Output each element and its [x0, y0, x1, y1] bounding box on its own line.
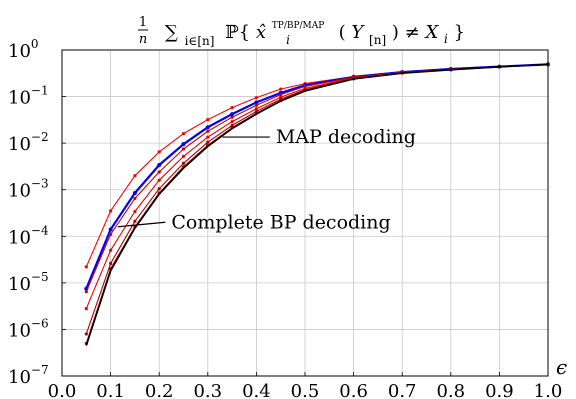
series-2-point: [157, 162, 162, 167]
y-axis: 100 10−1 10−2 10−3 10−4 10−5 10−6 10−7: [8, 37, 66, 388]
y-tick-label: 10−4: [8, 223, 49, 248]
annotations: MAP decoding Complete BP decoding: [117, 126, 416, 233]
y-tick-label: 10−2: [8, 130, 49, 155]
series-1-point: [181, 132, 186, 136]
series-4-point: [133, 209, 137, 214]
annotation-label-1: MAP decoding: [276, 126, 416, 148]
series-line-7: [85, 63, 549, 346]
series-3-point: [109, 232, 113, 236]
x-tick-label: 0.4: [242, 381, 271, 399]
series-5-point: [157, 187, 161, 191]
title-Ysub: [n]: [369, 33, 386, 47]
annotation-label-2: Complete BP decoding: [171, 211, 390, 233]
series-3-point: [206, 129, 210, 133]
x-tick-label: 0.7: [388, 381, 417, 399]
annotation-pointer-2: [117, 221, 166, 228]
series-3-point: [181, 147, 186, 151]
series-1-point: [279, 87, 283, 91]
y-tick-label: 10−3: [8, 177, 49, 202]
series-4-point: [157, 178, 161, 182]
series-1-point: [157, 150, 161, 154]
series-1-point: [254, 96, 258, 100]
title-sup: TP/BP/MAP: [272, 21, 325, 31]
series-3-point: [279, 93, 283, 97]
x-tick-label: 0.1: [96, 381, 125, 399]
series-2-point: [205, 125, 210, 130]
svg-text:∑ i∈[n] ℙ{: ∑ i∈[n] ℙ{ x̂ TP/BP/MAP i ( Y [n] ) ≠ X …: [165, 12, 465, 50]
series-4-point: [254, 107, 258, 111]
x-tick-label: 0.9: [485, 381, 514, 399]
series-2-point: [230, 112, 235, 117]
y-tick-label: 10−6: [8, 316, 49, 341]
series-2-point: [181, 142, 186, 147]
series-5-point: [181, 161, 186, 165]
series-1-point: [133, 174, 137, 178]
x-tick-label: 0.5: [291, 381, 320, 399]
title-end: }: [454, 22, 465, 43]
title-open: (: [339, 22, 346, 43]
series-layer: [84, 62, 550, 346]
chart-title: ∑ i∈[n] ℙ{ x̂ TP/BP/MAP i ( Y [n] ) ≠ X …: [138, 12, 465, 50]
title-sum-sub: i∈[n]: [185, 34, 215, 48]
series-5-point: [84, 332, 88, 336]
series-4-point: [84, 307, 88, 311]
x-tick-label: 0.2: [145, 381, 174, 399]
series-line-3: [85, 63, 549, 292]
series-4-point: [230, 120, 234, 124]
series-line-6: [85, 63, 549, 344]
series-1-point: [84, 265, 88, 269]
series-5-point: [133, 219, 137, 223]
title-xhat: x̂: [256, 22, 266, 43]
x-tick-label: 0.0: [48, 381, 77, 399]
x-tick-label: 1.0: [534, 381, 563, 399]
y-tick-label: 10−1: [8, 84, 49, 109]
series-4-point: [206, 135, 210, 139]
series-2-point: [254, 100, 259, 105]
x-tick-label: 0.6: [339, 381, 368, 399]
series-2-point: [132, 191, 137, 196]
series-5-point: [230, 123, 234, 128]
y-tick-label: 10−5: [8, 270, 49, 295]
title-frac-num: 1: [139, 15, 147, 30]
series-3-point: [254, 103, 258, 107]
series-4-point: [109, 248, 113, 252]
title-X: X: [423, 22, 439, 43]
title-Y: Y: [351, 22, 365, 43]
series-line-4: [85, 63, 549, 309]
title-prob: ℙ{: [225, 22, 250, 43]
series-3-point: [230, 115, 234, 119]
x-axis-label: ϵ: [556, 355, 567, 379]
series-3-point: [84, 289, 88, 294]
series-5-point: [206, 140, 210, 144]
y-tick-label: 100: [8, 37, 39, 62]
title-close: ) ≠: [392, 22, 426, 43]
x-tick-label: 0.3: [193, 381, 222, 399]
title-sum: ∑: [165, 22, 178, 43]
series-1-point: [230, 105, 234, 110]
y-tick-label: 10−7: [8, 363, 49, 388]
series-1-point: [206, 118, 210, 122]
series-2-point: [108, 227, 113, 232]
series-3-point: [157, 170, 161, 174]
title-frac-den: n: [139, 32, 147, 47]
series-5-point: [109, 261, 113, 266]
x-tick-label: 0.8: [436, 381, 465, 399]
title-i: i: [286, 33, 290, 47]
series-1-point: [109, 209, 113, 213]
title-Xsub: i: [444, 32, 448, 46]
series-4-point: [181, 154, 186, 158]
series-3-point: [133, 196, 137, 201]
x-axis: 0.0 0.1 0.2 0.3 0.4 0.5 0.6 0.7 0.8 0.9 1.0: [48, 372, 563, 399]
